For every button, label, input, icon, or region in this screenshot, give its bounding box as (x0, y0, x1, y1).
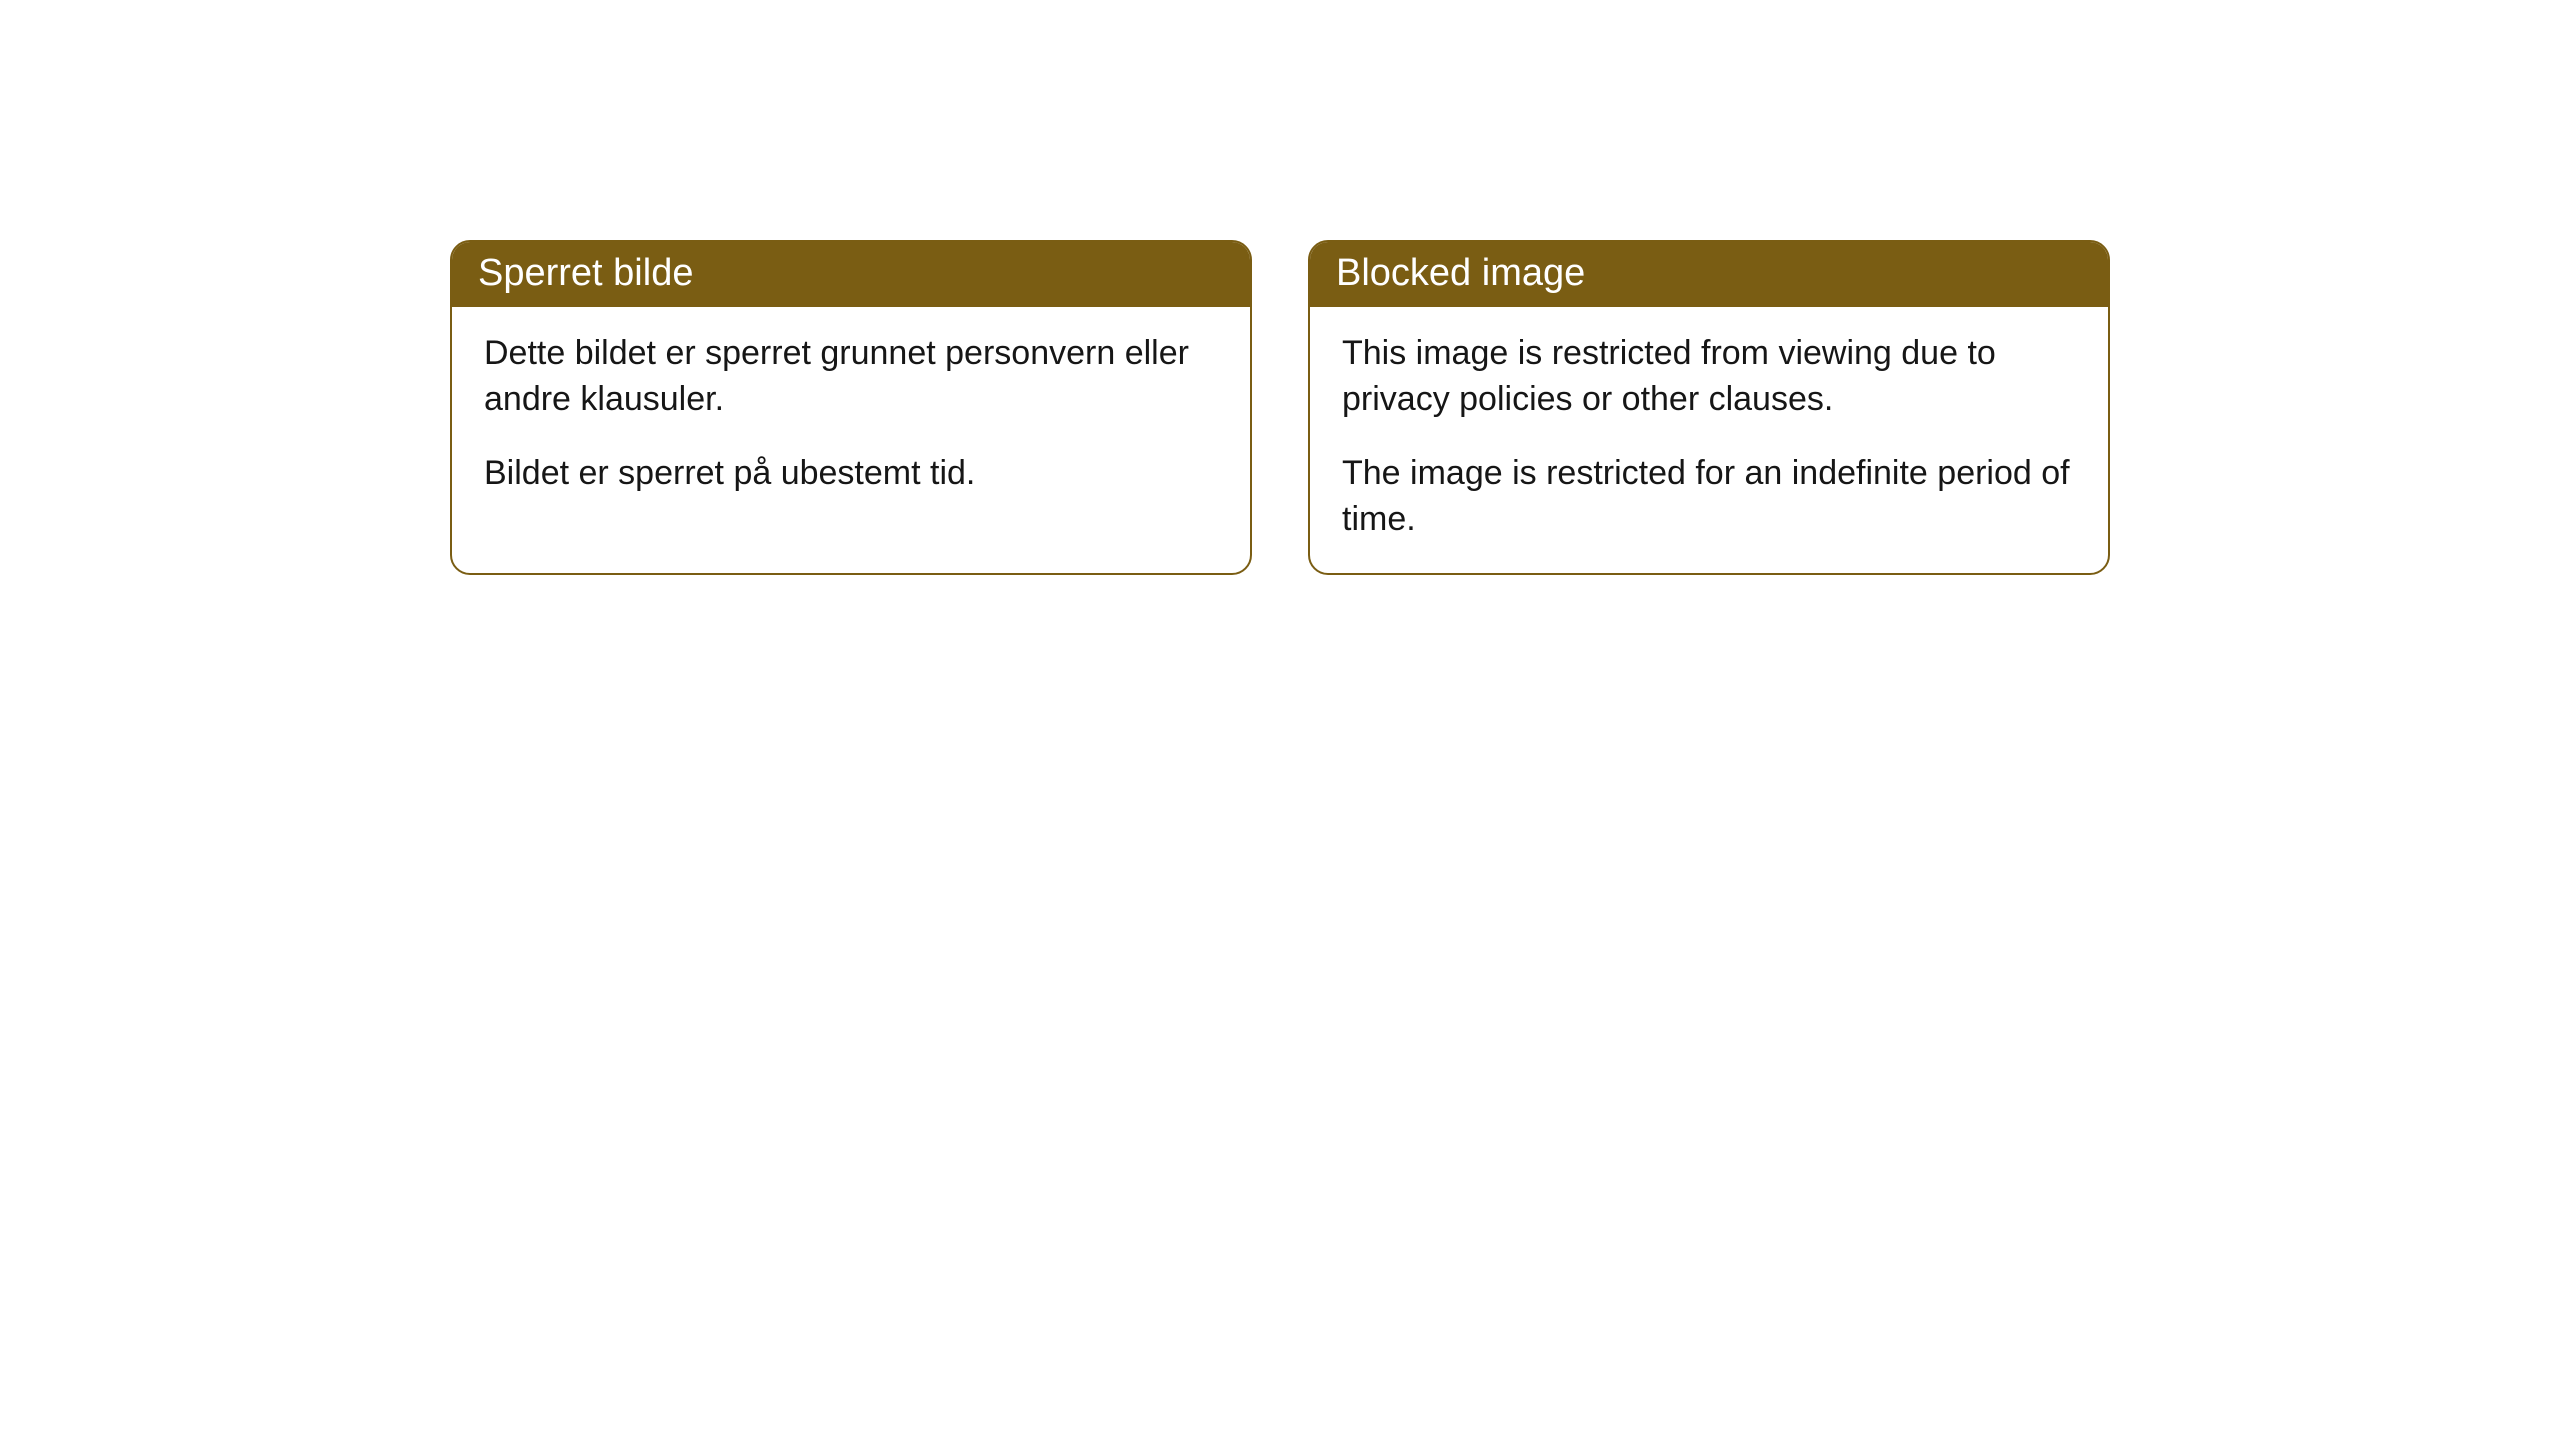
card-body-english: This image is restricted from viewing du… (1310, 307, 2108, 573)
card-header-norwegian: Sperret bilde (452, 242, 1250, 307)
card-norwegian: Sperret bilde Dette bildet er sperret gr… (450, 240, 1252, 575)
card-body-norwegian: Dette bildet er sperret grunnet personve… (452, 307, 1250, 527)
card-text-2: Bildet er sperret på ubestemt tid. (484, 451, 1218, 497)
card-header-english: Blocked image (1310, 242, 2108, 307)
card-text-1: This image is restricted from viewing du… (1342, 331, 2076, 423)
cards-container: Sperret bilde Dette bildet er sperret gr… (0, 0, 2560, 575)
card-text-1: Dette bildet er sperret grunnet personve… (484, 331, 1218, 423)
card-english: Blocked image This image is restricted f… (1308, 240, 2110, 575)
card-text-2: The image is restricted for an indefinit… (1342, 451, 2076, 543)
